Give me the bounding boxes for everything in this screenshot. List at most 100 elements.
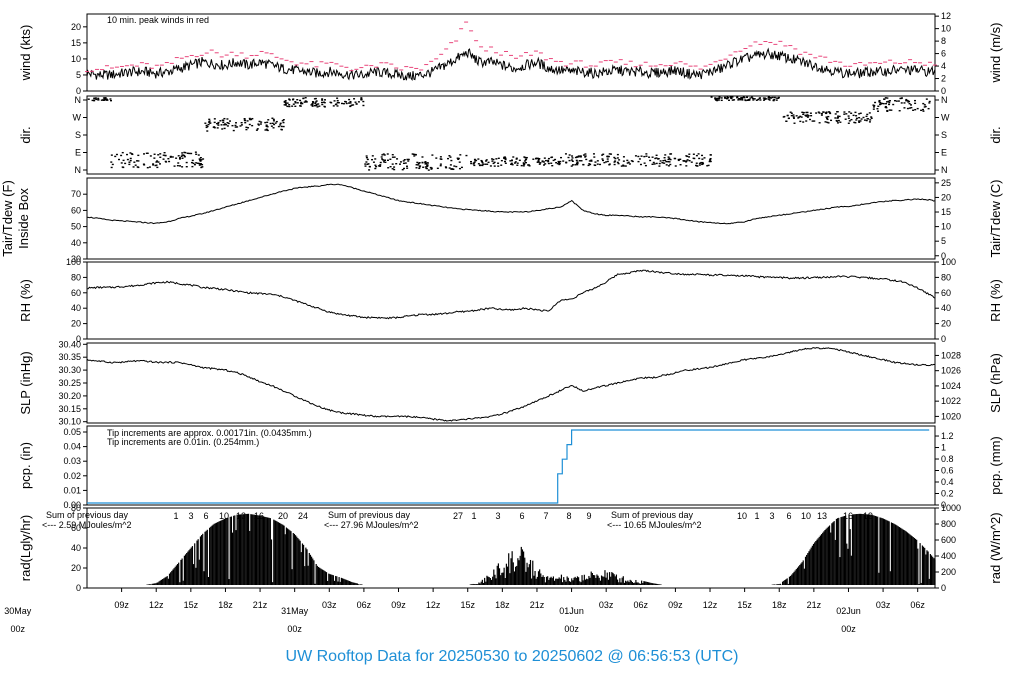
pcp-ytick-label-left: 0.00 bbox=[63, 500, 81, 510]
slp-ytick-label-right: 1028 bbox=[941, 350, 961, 360]
temp-ytick-label-right: 20 bbox=[941, 192, 951, 202]
temp-ytick-label-left: 50 bbox=[71, 222, 81, 232]
rad-count-label: 16 bbox=[254, 511, 264, 521]
time-tick-label: 21z bbox=[807, 600, 822, 610]
pcp-ytick-label-left: 0.01 bbox=[63, 485, 81, 495]
slp-ytick-label-right: 1024 bbox=[941, 381, 961, 391]
rad-ylabel-left: rad(Lgly/hr) bbox=[18, 515, 33, 581]
slp-line bbox=[86, 347, 936, 422]
slp-ytick-label-right: 1020 bbox=[941, 411, 961, 421]
dir-ytick-label-left: N bbox=[75, 95, 82, 105]
rh-panel-frame bbox=[86, 261, 936, 340]
pcp-step-line bbox=[87, 429, 930, 504]
pcp-ytick-label-left: 0.04 bbox=[63, 442, 81, 452]
rh-ytick-label-right: 100 bbox=[941, 257, 956, 267]
rad-ytick-label-left: 60 bbox=[71, 523, 81, 533]
wind-ytick-label-left: 10 bbox=[71, 54, 81, 64]
rad-count-label: 10 bbox=[801, 511, 811, 521]
rad-ytick-label-left: 40 bbox=[71, 543, 81, 553]
rad-ytick-label-right: 600 bbox=[941, 535, 956, 545]
rad-count-label: 19 bbox=[863, 511, 873, 521]
temp-ylabel-right: Tair/Tdew (C) bbox=[988, 179, 1003, 257]
rad-sum-label: Sum of previous day bbox=[46, 510, 129, 520]
wind-ytick-label-right: 8 bbox=[941, 36, 946, 46]
time-tick-label: 03z bbox=[876, 600, 891, 610]
rad-sum-label: Sum of previous day bbox=[611, 510, 694, 520]
slp-ytick-label-right: 1026 bbox=[941, 366, 961, 376]
time-tick-label: 21z bbox=[530, 600, 545, 610]
temp-ytick-label-left: 70 bbox=[71, 189, 81, 199]
time-tick-label: 09z bbox=[391, 600, 406, 610]
time-tick-label: 03z bbox=[599, 600, 614, 610]
rh-ytick-label-left: 80 bbox=[71, 272, 81, 282]
time-tick-label: 15z bbox=[737, 600, 752, 610]
rad-count-label: 6 bbox=[203, 511, 208, 521]
day-label: 02Jun bbox=[836, 606, 861, 616]
rad-ytick-label-right: 400 bbox=[941, 551, 956, 561]
rad-count-label: 6 bbox=[786, 511, 791, 521]
time-tick-label: 18z bbox=[772, 600, 787, 610]
temp-panel-frame bbox=[86, 177, 936, 260]
time-tick-label: 21z bbox=[253, 600, 268, 610]
temp-ytick-label-right: 10 bbox=[941, 222, 951, 232]
slp-ytick-label-left: 30.25 bbox=[58, 378, 81, 388]
slp-ytick-label-right: 1022 bbox=[941, 396, 961, 406]
rh-ytick-label-right: 80 bbox=[941, 272, 951, 282]
wind-ytick-label-left: 5 bbox=[76, 70, 81, 80]
slp-ylabel-left: SLP (inHg) bbox=[18, 351, 33, 414]
pcp-ytick-label-right: 0.4 bbox=[941, 477, 954, 487]
rad-ytick-label-right: 1000 bbox=[941, 503, 961, 513]
rad-count-label: 24 bbox=[298, 511, 308, 521]
wind-ytick-label-left: 15 bbox=[71, 38, 81, 48]
rad-ytick-label-left: 20 bbox=[71, 563, 81, 573]
wind-ytick-label-right: 0 bbox=[941, 86, 946, 96]
dir-ytick-label-left: E bbox=[75, 148, 81, 158]
rad-sum-value: <--- 10.65 MJoules/m^2 bbox=[607, 520, 702, 530]
rad-ylabel-right: rad (W/m^2) bbox=[988, 512, 1003, 583]
pcp-ytick-label-right: 1 bbox=[941, 443, 946, 453]
dir-ytick-label-right: N bbox=[941, 95, 948, 105]
time-tick-label: 06z bbox=[634, 600, 649, 610]
rad-ytick-label-left: 0 bbox=[76, 583, 81, 593]
pcp-ytick-label-right: 0 bbox=[941, 500, 946, 510]
temp-ytick-label-right: 25 bbox=[941, 178, 951, 188]
rh-ytick-label-right: 60 bbox=[941, 288, 951, 298]
temp-ytick-label-left: 40 bbox=[71, 238, 81, 248]
rh-ytick-label-right: 0 bbox=[941, 334, 946, 344]
time-tick-label: 18z bbox=[218, 600, 233, 610]
wind-ytick-label-right: 4 bbox=[941, 61, 946, 71]
day-label: 31May bbox=[281, 606, 309, 616]
rh-ytick-label-left: 100 bbox=[66, 257, 81, 267]
rad-count-label: 1 bbox=[173, 511, 178, 521]
day-hour-label: 00z bbox=[564, 624, 579, 634]
rad-count-label: 13 bbox=[236, 511, 246, 521]
wind-ylabel-right: wind (m/s) bbox=[988, 23, 1003, 84]
dir-ylabel-left: dir. bbox=[18, 126, 33, 143]
time-tick-label: 15z bbox=[184, 600, 199, 610]
pcp-ytick-label-right: 1.2 bbox=[941, 431, 954, 441]
wind-ytick-label-left: 20 bbox=[71, 22, 81, 32]
slp-ytick-label-left: 30.35 bbox=[58, 352, 81, 362]
rad-count-label: 3 bbox=[769, 511, 774, 521]
rad-count-label: 6 bbox=[519, 511, 524, 521]
rad-count-label: 3 bbox=[495, 511, 500, 521]
day-label: 01Jun bbox=[559, 606, 584, 616]
chart-footer-title: UW Rooftop Data for 20250530 to 20250602… bbox=[285, 648, 739, 665]
temp-ytick-label-left: 60 bbox=[71, 205, 81, 215]
dir-ylabel-right: dir. bbox=[988, 126, 1003, 143]
rad-count-label: 9 bbox=[586, 511, 591, 521]
dir-ytick-label-right: W bbox=[941, 113, 950, 123]
rh-ylabel-left: RH (%) bbox=[18, 279, 33, 322]
time-tick-label: 03z bbox=[322, 600, 337, 610]
dir-ytick-label-right: N bbox=[941, 165, 948, 175]
day-hour-label: 00z bbox=[841, 624, 856, 634]
dir-ytick-label-left: S bbox=[75, 130, 81, 140]
pcp-ylabel-right: pcp. (mm) bbox=[988, 436, 1003, 495]
rad-sum-value: <--- 2.59 MJoules/m^2 bbox=[42, 520, 132, 530]
rad-count-label: 10 bbox=[737, 511, 747, 521]
rh-ytick-label-right: 20 bbox=[941, 319, 951, 329]
time-tick-label: 06z bbox=[357, 600, 372, 610]
wind-ylabel-left: wind (kts) bbox=[18, 25, 33, 82]
rad-count-label: 13 bbox=[817, 511, 827, 521]
